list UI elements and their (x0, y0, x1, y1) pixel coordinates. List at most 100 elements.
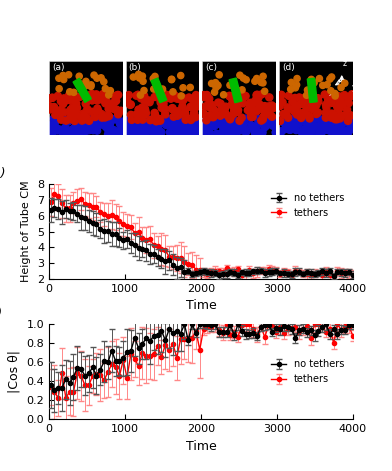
Circle shape (169, 118, 176, 125)
Circle shape (305, 115, 312, 122)
Circle shape (283, 110, 290, 117)
Circle shape (76, 80, 82, 86)
Circle shape (131, 122, 138, 130)
Circle shape (334, 116, 341, 123)
Circle shape (323, 117, 330, 124)
Circle shape (162, 111, 169, 118)
Circle shape (85, 127, 93, 134)
Circle shape (307, 123, 314, 130)
Circle shape (46, 103, 53, 110)
Circle shape (181, 107, 188, 114)
Circle shape (255, 94, 262, 101)
Circle shape (227, 114, 234, 121)
Circle shape (78, 114, 85, 122)
Circle shape (303, 125, 310, 132)
Circle shape (93, 91, 100, 98)
Circle shape (125, 122, 132, 129)
Circle shape (301, 115, 308, 122)
Circle shape (90, 91, 97, 98)
Circle shape (181, 124, 188, 131)
Circle shape (319, 122, 326, 129)
Circle shape (332, 93, 338, 99)
Circle shape (253, 108, 260, 115)
Circle shape (211, 119, 218, 126)
Circle shape (296, 110, 303, 117)
Circle shape (339, 113, 346, 120)
Circle shape (130, 123, 137, 130)
Circle shape (200, 110, 207, 117)
Circle shape (326, 120, 333, 127)
Circle shape (105, 106, 113, 113)
Circle shape (296, 111, 303, 118)
Circle shape (310, 121, 318, 128)
Circle shape (145, 126, 152, 133)
Circle shape (312, 116, 319, 123)
Circle shape (261, 88, 268, 94)
Circle shape (47, 130, 55, 137)
Circle shape (92, 94, 99, 101)
Circle shape (298, 129, 306, 136)
Circle shape (259, 129, 266, 136)
Circle shape (151, 93, 158, 100)
Circle shape (301, 96, 309, 103)
Circle shape (221, 106, 229, 113)
Circle shape (169, 124, 176, 131)
Circle shape (105, 92, 112, 98)
Circle shape (258, 79, 264, 86)
Circle shape (308, 129, 315, 136)
Circle shape (83, 113, 90, 120)
Circle shape (200, 122, 207, 129)
Circle shape (259, 116, 266, 123)
Legend: no tethers, tethers: no tethers, tethers (267, 189, 348, 222)
Circle shape (157, 117, 164, 124)
Circle shape (205, 123, 212, 130)
Circle shape (52, 111, 59, 118)
Circle shape (98, 114, 105, 121)
Circle shape (160, 86, 166, 92)
Circle shape (255, 103, 262, 110)
Circle shape (167, 95, 174, 102)
Circle shape (196, 125, 203, 132)
Circle shape (89, 116, 96, 123)
Circle shape (254, 75, 260, 81)
Circle shape (247, 114, 254, 121)
Circle shape (191, 111, 198, 118)
Circle shape (276, 117, 283, 124)
Circle shape (89, 90, 96, 97)
Circle shape (209, 114, 216, 121)
Circle shape (102, 119, 109, 126)
Circle shape (156, 127, 163, 134)
Circle shape (284, 104, 291, 111)
Circle shape (106, 122, 113, 129)
Circle shape (150, 75, 156, 81)
Circle shape (330, 94, 338, 101)
Circle shape (149, 127, 156, 134)
Circle shape (338, 98, 345, 106)
Circle shape (217, 100, 224, 107)
Circle shape (300, 126, 307, 133)
Circle shape (183, 124, 190, 131)
Circle shape (340, 127, 347, 134)
Circle shape (270, 119, 277, 126)
Circle shape (309, 83, 315, 89)
Circle shape (322, 101, 330, 108)
Text: (a): (a) (52, 63, 64, 72)
Circle shape (102, 86, 109, 92)
Circle shape (51, 104, 58, 111)
Circle shape (61, 116, 68, 123)
Circle shape (171, 119, 178, 126)
Circle shape (115, 111, 122, 118)
Circle shape (72, 118, 79, 125)
Circle shape (272, 129, 279, 136)
Circle shape (211, 122, 218, 130)
Circle shape (335, 93, 342, 100)
Circle shape (78, 129, 85, 136)
Circle shape (101, 79, 107, 85)
Circle shape (127, 101, 134, 108)
Circle shape (47, 128, 54, 135)
Circle shape (321, 125, 328, 132)
Circle shape (263, 122, 270, 129)
Circle shape (243, 128, 250, 135)
Circle shape (79, 124, 86, 131)
Circle shape (348, 91, 356, 98)
